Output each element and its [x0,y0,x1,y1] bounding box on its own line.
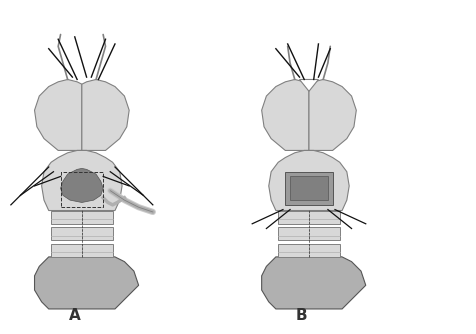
Text: A: A [69,308,80,323]
Polygon shape [35,79,82,150]
Polygon shape [299,79,318,91]
Polygon shape [51,244,113,257]
Polygon shape [262,255,366,309]
Polygon shape [290,176,328,200]
Polygon shape [278,227,340,240]
Polygon shape [51,227,113,240]
Polygon shape [41,150,122,210]
Polygon shape [285,172,333,205]
Text: B: B [296,308,307,323]
Polygon shape [82,79,129,150]
Polygon shape [35,255,139,309]
Polygon shape [309,79,357,150]
Polygon shape [60,168,103,202]
Polygon shape [269,150,349,210]
Polygon shape [51,210,113,224]
Polygon shape [262,79,309,150]
Polygon shape [278,244,340,257]
Polygon shape [278,210,340,224]
